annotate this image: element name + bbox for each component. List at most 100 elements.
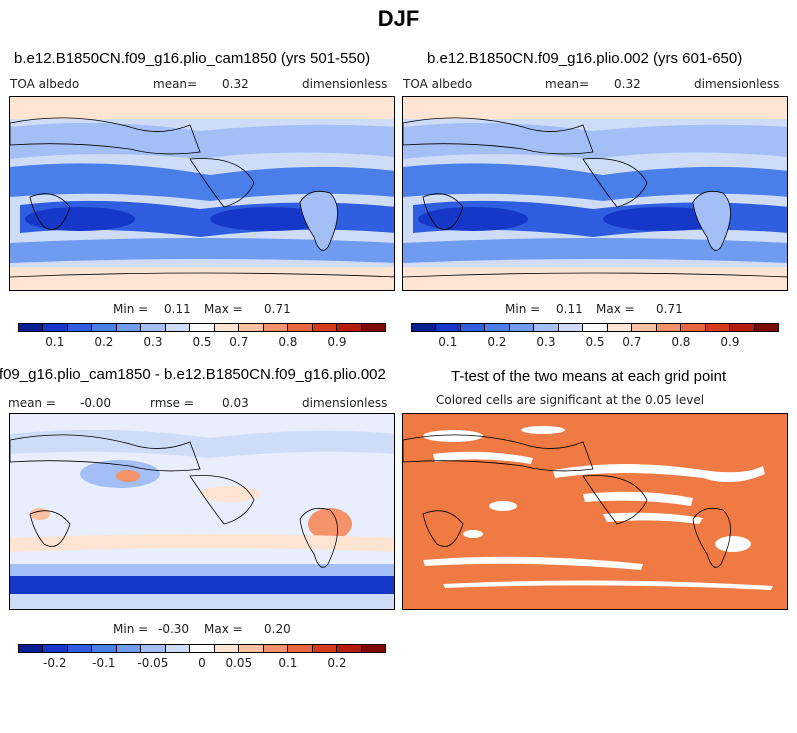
colorbar-swatch [632, 324, 657, 331]
panel1-map [9, 96, 395, 291]
panel2-map [402, 96, 788, 291]
colorbar-tick-label: 0.3 [536, 335, 556, 349]
panel1-title: b.e12.B1850CN.f09_g16.plio_cam1850 (yrs … [14, 50, 371, 67]
colorbar-swatch [436, 324, 461, 331]
panel1-mean-value: 0.32 [222, 77, 249, 91]
colorbar-tick-label: 0.3 [143, 335, 163, 349]
panel3-max-label: Max = [204, 622, 243, 636]
colorbar-tick-label: 0.05 [225, 656, 253, 670]
colorbar-swatch [730, 324, 755, 331]
significance-field [403, 414, 787, 609]
panel2-colorbar [411, 323, 779, 332]
colorbar-swatch [19, 324, 44, 331]
colorbar-swatch [681, 324, 706, 331]
colorbar-swatch [754, 324, 779, 331]
colorbar-swatch [460, 324, 486, 331]
colorbar-tick-label: 0.2 [487, 335, 507, 349]
colorbar-swatch [116, 645, 142, 652]
colorbar-swatch [165, 324, 191, 331]
panel2-min-value: 0.11 [556, 302, 583, 316]
colorbar-swatch [190, 645, 215, 652]
panel4-map [402, 413, 788, 610]
colorbar-swatch [92, 645, 117, 652]
panel3-mean-value: -0.00 [80, 396, 112, 410]
colorbar-tick-label: 0.9 [327, 335, 347, 349]
colorbar-tick-label: -0.2 [43, 656, 67, 670]
colorbar-tick-label: -0.1 [92, 656, 116, 670]
colorbar-tick-label: 0 [198, 656, 206, 670]
colorbar-swatch [92, 324, 117, 331]
colorbar-swatch [239, 645, 264, 652]
colorbar-swatch [263, 645, 289, 652]
panel1-variable: TOA albedo [10, 77, 80, 91]
colorbar-swatch [19, 645, 44, 652]
colorbar-swatch [412, 324, 437, 331]
colorbar-tick-label: 0.2 [94, 335, 114, 349]
colorbar-swatch [141, 324, 166, 331]
colorbar-swatch [607, 324, 633, 331]
colorbar-tick-label: 0.7 [229, 335, 249, 349]
colorbar-swatch [214, 645, 240, 652]
albedo-field-1 [10, 97, 394, 290]
panel3-rmse-value: 0.03 [222, 396, 249, 410]
colorbar-swatch [705, 324, 731, 331]
colorbar-swatch [43, 645, 68, 652]
colorbar-swatch [337, 324, 362, 331]
colorbar-swatch [263, 324, 289, 331]
panel3-min-label: Min = [113, 622, 149, 636]
colorbar-swatch [190, 324, 215, 331]
colorbar-tick-label: 0.9 [720, 335, 740, 349]
colorbar-swatch [288, 324, 313, 331]
panel1-min-value: 0.11 [164, 302, 191, 316]
panel2-units: dimensionless [694, 77, 780, 91]
albedo-field-2 [403, 97, 787, 290]
colorbar-swatch [67, 645, 93, 652]
panel4-title: T-test of the two means at each grid poi… [451, 368, 727, 385]
colorbar-tick-label: 0.8 [671, 335, 691, 349]
colorbar-swatch [656, 324, 682, 331]
panel2-variable: TOA albedo [403, 77, 473, 91]
colorbar-tick-label: 0.5 [585, 335, 605, 349]
panel3-max-value: 0.20 [264, 622, 291, 636]
panel3-colorbar [18, 644, 386, 653]
colorbar-tick-label: 0.7 [622, 335, 642, 349]
colorbar-swatch [583, 324, 608, 331]
panel1-units: dimensionless [302, 77, 388, 91]
colorbar-swatch [558, 324, 584, 331]
panel2-mean-value: 0.32 [614, 77, 641, 91]
panel3-title-clip: b.e12.B1850CN.f09_g16.plio_cam1850 - b.e… [0, 366, 450, 388]
panel1-min-label: Min = [113, 302, 149, 316]
colorbar-swatch [312, 324, 338, 331]
colorbar-swatch [239, 324, 264, 331]
panel1-mean-label: mean= [153, 77, 198, 91]
panel3-units: dimensionless [302, 396, 388, 410]
colorbar-swatch [534, 324, 559, 331]
panel1-max-label: Max = [204, 302, 243, 316]
colorbar-swatch [361, 645, 386, 652]
difference-field [10, 414, 394, 609]
colorbar-tick-label: 0.5 [192, 335, 212, 349]
colorbar-tick-label: 0.1 [45, 335, 65, 349]
colorbar-swatch [312, 645, 338, 652]
colorbar-swatch [361, 324, 386, 331]
colorbar-swatch [116, 324, 142, 331]
colorbar-swatch [67, 324, 93, 331]
panel3-map [9, 413, 395, 610]
panel2-title: b.e12.B1850CN.f09_g16.plio.002 (yrs 601-… [427, 50, 743, 67]
page-title: DJF [377, 6, 420, 31]
panel1-colorbar [18, 323, 386, 332]
panel3-title: b.e12.B1850CN.f09_g16.plio_cam1850 - b.e… [0, 366, 386, 383]
panel2-min-label: Min = [505, 302, 541, 316]
colorbar-tick-label: 0.8 [278, 335, 298, 349]
colorbar-swatch [43, 324, 68, 331]
colorbar-tick-label: 0.1 [438, 335, 458, 349]
colorbar-swatch [485, 324, 510, 331]
panel2-max-label: Max = [596, 302, 635, 316]
colorbar-tick-label: 0.2 [327, 656, 347, 670]
colorbar-swatch [165, 645, 191, 652]
panel4-subtitle: Colored cells are significant at the 0.0… [436, 393, 705, 407]
panel3-rmse-label: rmse = [150, 396, 194, 410]
colorbar-swatch [141, 645, 166, 652]
colorbar-swatch [337, 645, 362, 652]
colorbar-tick-label: -0.05 [137, 656, 169, 670]
